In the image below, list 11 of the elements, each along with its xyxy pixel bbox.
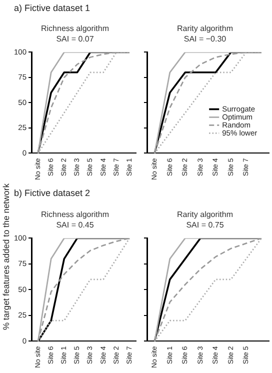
chart-title: Richness algorithm [40, 210, 110, 220]
chart-subtitle: SAI = 0.07 [56, 34, 94, 44]
text: b) Fictive dataset 2 [14, 188, 90, 198]
chart-subtitle: SAI = −0.30 [184, 34, 227, 44]
text: a) Fictive dataset 1 [14, 3, 90, 13]
chart-subtitle: SAI = 0.75 [186, 220, 224, 230]
y-axis-title: % target features added to the network [1, 184, 11, 330]
chart-title: Richness algorithm [40, 24, 110, 34]
chart-title: Rarity algorithm [176, 210, 234, 220]
chart-subtitle: SAI = 0.45 [56, 220, 94, 230]
chart-title: Rarity algorithm [176, 24, 234, 34]
